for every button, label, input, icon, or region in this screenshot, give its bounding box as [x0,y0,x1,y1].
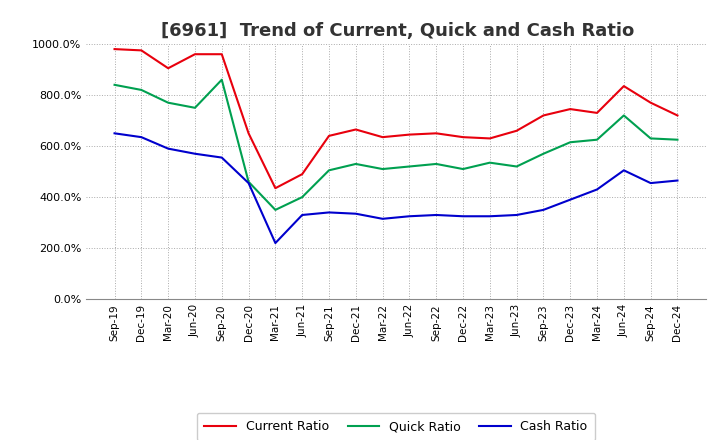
Quick Ratio [351,161,360,167]
Cash Ratio [244,180,253,186]
Quick Ratio [459,166,467,172]
Current Ratio [298,172,307,177]
Cash Ratio [673,178,682,183]
Cash Ratio [110,131,119,136]
Quick Ratio [619,113,628,118]
Quick Ratio [566,139,575,145]
Cash Ratio [164,146,173,151]
Cash Ratio [432,213,441,218]
Quick Ratio [593,137,601,142]
Line: Current Ratio: Current Ratio [114,49,678,188]
Cash Ratio [378,216,387,221]
Cash Ratio [405,214,414,219]
Cash Ratio [513,213,521,218]
Current Ratio [513,128,521,133]
Quick Ratio [673,137,682,142]
Cash Ratio [619,168,628,173]
Cash Ratio [351,211,360,216]
Quick Ratio [405,164,414,169]
Current Ratio [164,66,173,71]
Cash Ratio [325,210,333,215]
Quick Ratio [110,82,119,88]
Current Ratio [244,131,253,136]
Cash Ratio [271,240,279,246]
Current Ratio [619,84,628,89]
Quick Ratio [191,105,199,110]
Quick Ratio [539,151,548,156]
Cash Ratio [593,187,601,192]
Quick Ratio [432,161,441,167]
Line: Quick Ratio: Quick Ratio [114,80,678,210]
Cash Ratio [566,197,575,202]
Current Ratio [217,51,226,57]
Current Ratio [432,131,441,136]
Quick Ratio [298,194,307,200]
Quick Ratio [485,160,494,165]
Quick Ratio [647,136,655,141]
Current Ratio [405,132,414,137]
Cash Ratio [459,214,467,219]
Quick Ratio [217,77,226,82]
Quick Ratio [244,179,253,184]
Cash Ratio [137,135,145,140]
Current Ratio [539,113,548,118]
Current Ratio [137,48,145,53]
Current Ratio [647,100,655,105]
Quick Ratio [271,207,279,213]
Line: Cash Ratio: Cash Ratio [114,133,678,243]
Current Ratio [378,135,387,140]
Quick Ratio [164,100,173,105]
Cash Ratio [485,214,494,219]
Quick Ratio [137,87,145,92]
Quick Ratio [513,164,521,169]
Current Ratio [271,186,279,191]
Text: [6961]  Trend of Current, Quick and Cash Ratio: [6961] Trend of Current, Quick and Cash … [161,22,634,40]
Quick Ratio [325,168,333,173]
Cash Ratio [647,180,655,186]
Cash Ratio [539,207,548,213]
Cash Ratio [217,155,226,160]
Cash Ratio [191,151,199,156]
Current Ratio [110,47,119,52]
Cash Ratio [298,213,307,218]
Quick Ratio [378,166,387,172]
Current Ratio [673,113,682,118]
Current Ratio [351,127,360,132]
Legend: Current Ratio, Quick Ratio, Cash Ratio: Current Ratio, Quick Ratio, Cash Ratio [197,413,595,440]
Current Ratio [191,51,199,57]
Current Ratio [566,106,575,112]
Current Ratio [593,110,601,116]
Current Ratio [325,133,333,139]
Current Ratio [485,136,494,141]
Current Ratio [459,135,467,140]
